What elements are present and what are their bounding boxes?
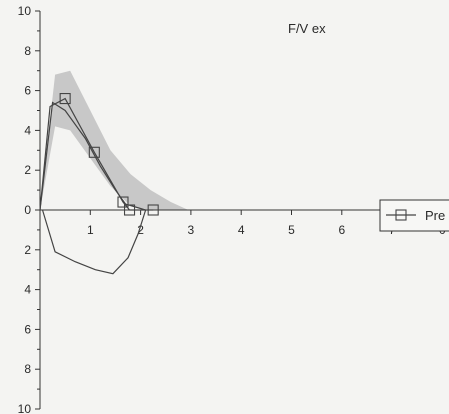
legend-marker-sample — [395, 209, 407, 221]
x-tick-label: 1 — [87, 223, 94, 237]
series-secondary-line — [39, 101, 146, 211]
x-tick-label: 5 — [288, 223, 295, 237]
x-tick-label: 6 — [338, 223, 345, 237]
y-tick-label: 0 — [24, 203, 31, 217]
y-tick-label: 8 — [24, 362, 31, 376]
y-tick-label: 4 — [24, 283, 31, 297]
y-tick-label: 4 — [24, 123, 31, 137]
inspiratory-curve — [41, 209, 147, 275]
legend-label: Pre — [425, 208, 445, 223]
predicted-range-band — [40, 70, 189, 210]
legend: Pre — [379, 199, 449, 232]
y-tick-label: 6 — [24, 322, 31, 336]
y-tick-label: 10 — [18, 402, 32, 414]
series-pre-marker — [88, 146, 100, 158]
x-tick-label: 3 — [188, 223, 195, 237]
series-pre-marker — [117, 196, 129, 208]
y-ticks: 10 8 6 4 2 0 2 4 6 8 10 — [18, 4, 40, 414]
confidence-band-layer — [40, 70, 189, 210]
series-pre-marker — [59, 93, 71, 105]
x-tick-label: 2 — [137, 223, 144, 237]
y-tick-label: 6 — [24, 84, 31, 98]
y-tick-label: 2 — [24, 243, 31, 257]
y-tick-label: 10 — [18, 4, 32, 18]
y-tick-label: 2 — [24, 163, 31, 177]
y-tick-label: 8 — [24, 44, 31, 58]
series-layer — [39, 93, 159, 275]
x-tick-label: 4 — [238, 223, 245, 237]
series-pre-marker — [147, 204, 159, 216]
chart-title: F/V ex — [288, 21, 326, 36]
series-pre-line — [39, 97, 154, 211]
